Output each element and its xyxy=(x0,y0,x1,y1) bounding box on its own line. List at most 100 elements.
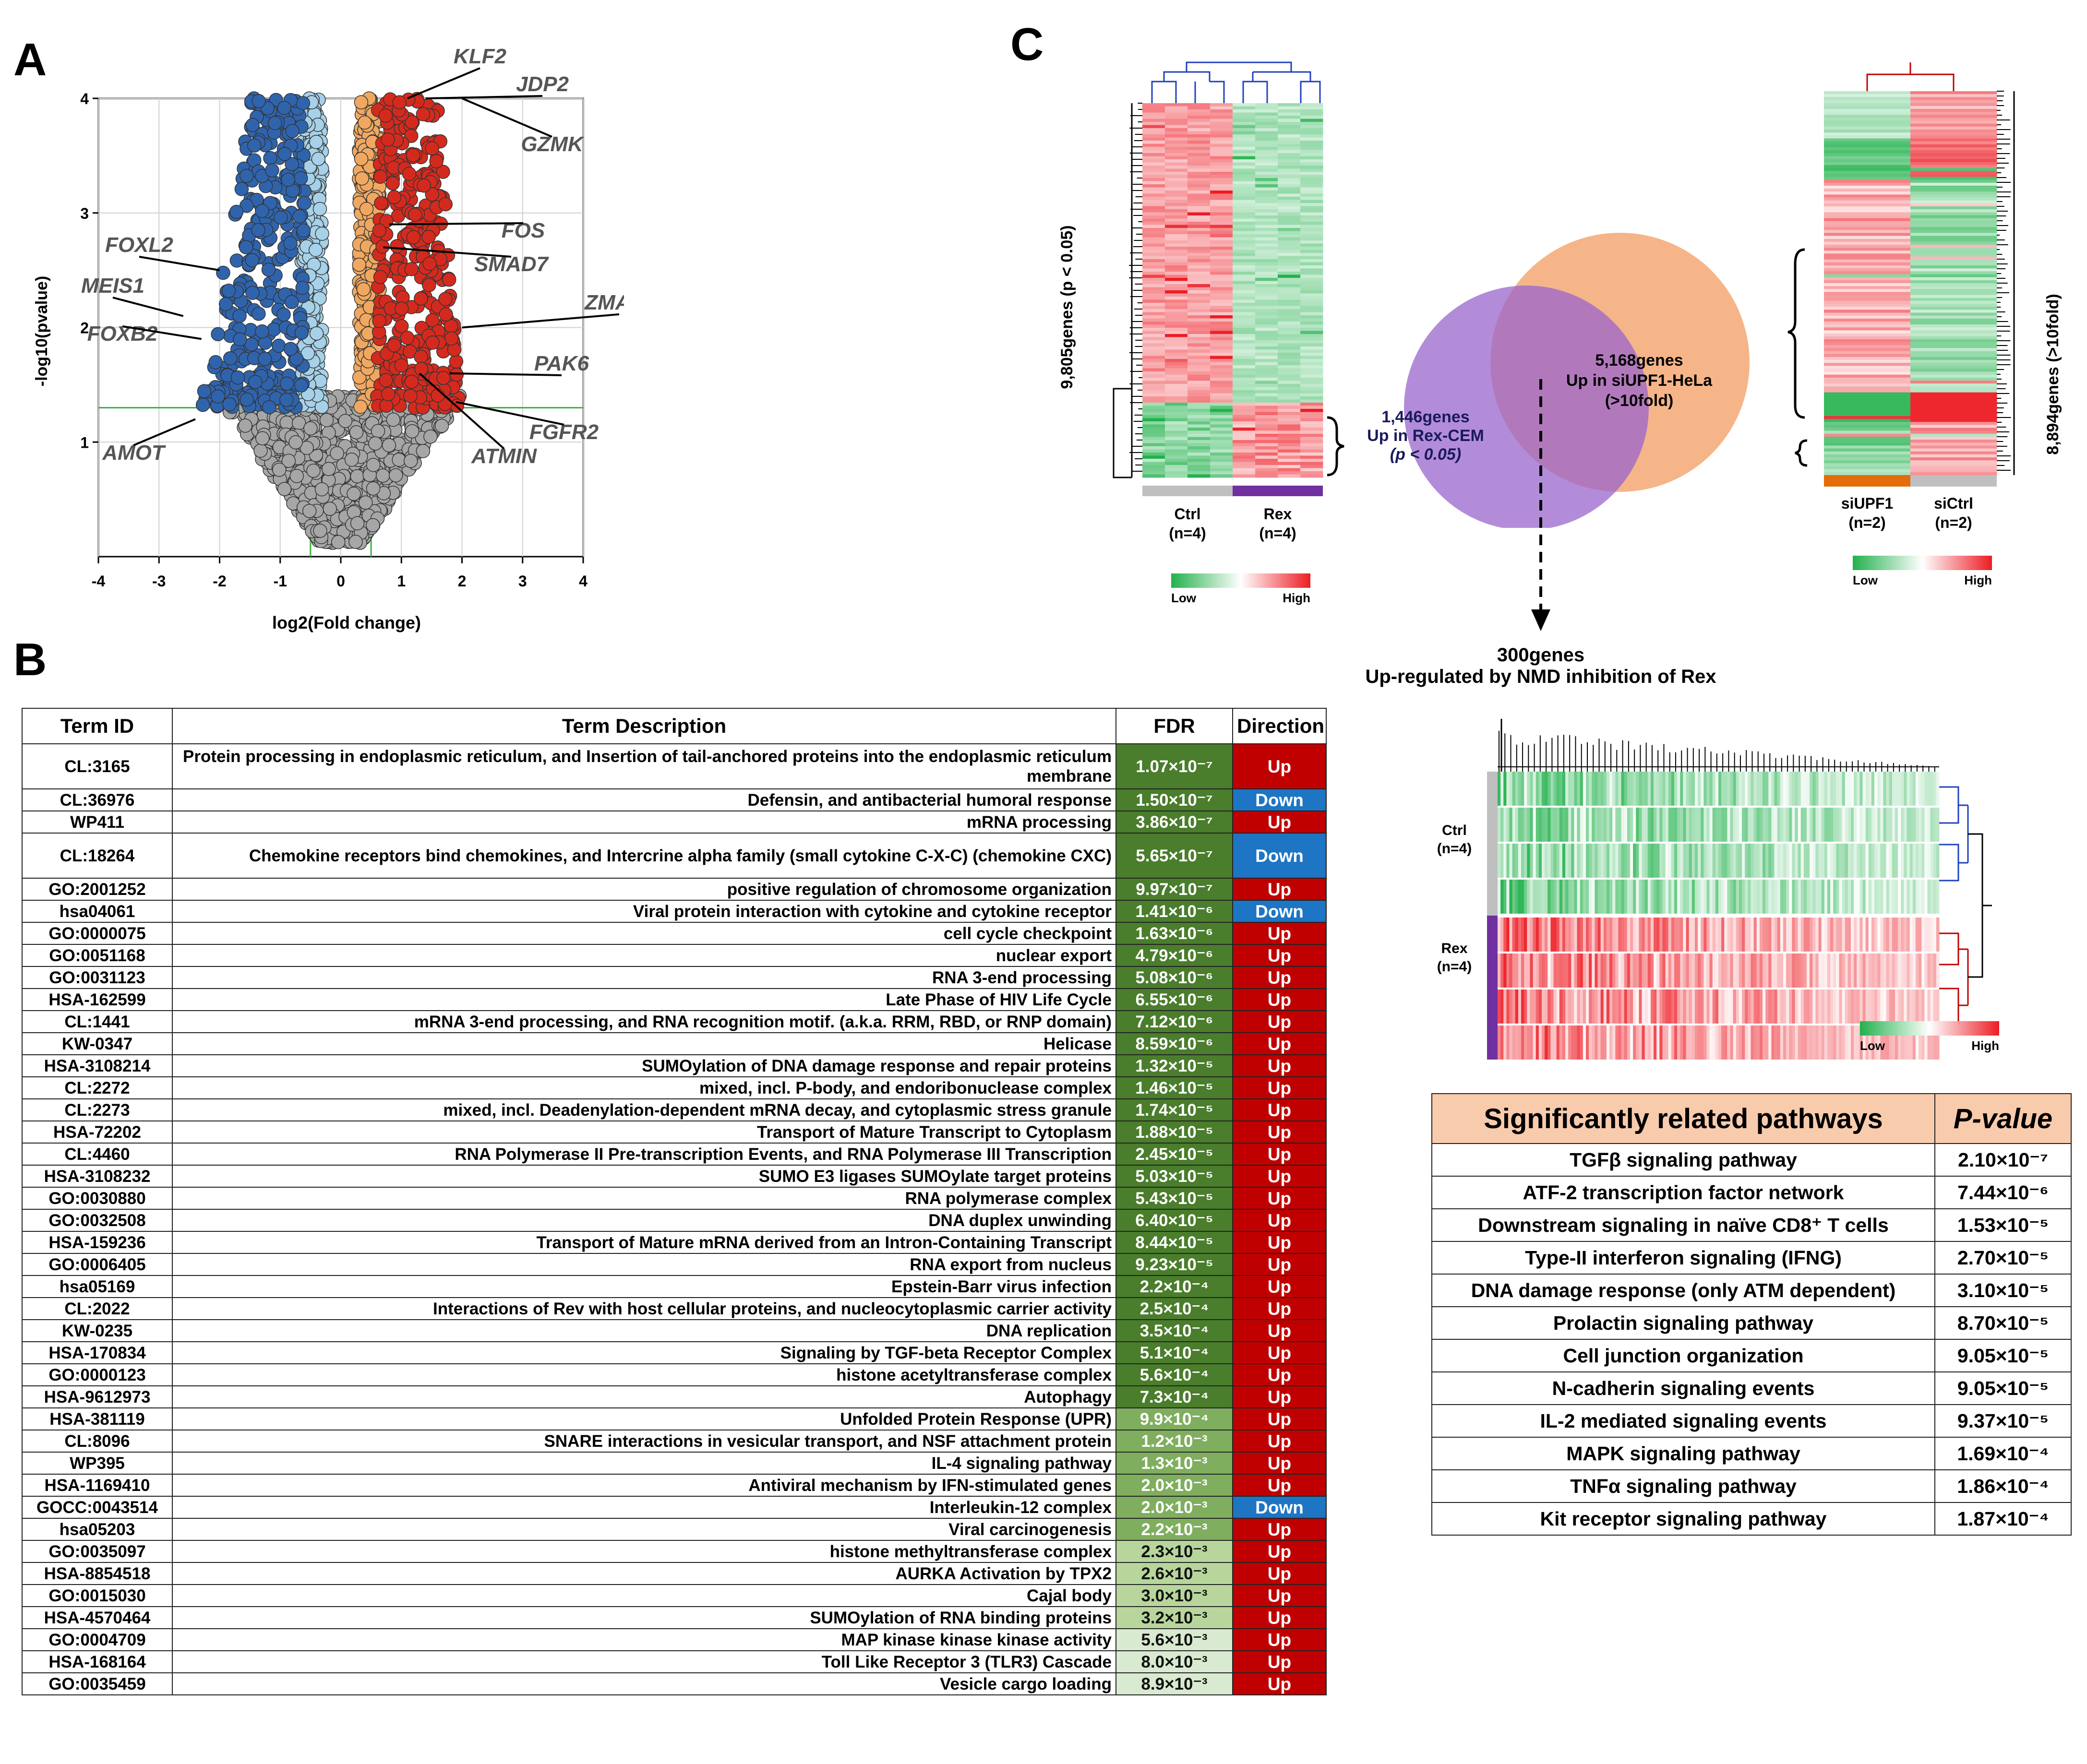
pathway-row: TNFα signaling pathway 1.86×10⁻⁴ xyxy=(1431,1469,2072,1503)
volcano-point xyxy=(422,278,436,293)
volcano-point xyxy=(311,152,326,166)
term-id-cell: WP411 xyxy=(22,810,173,834)
fdr-cell: 3.2×10⁻³ xyxy=(1115,1606,1233,1629)
heatmap-right-cells xyxy=(1824,91,1997,476)
fdr-cell: 3.5×10⁻⁴ xyxy=(1115,1319,1233,1342)
gene-label: MEIS1 xyxy=(81,274,144,298)
term-description-cell: SUMO E3 ligases SUMOylate target protein… xyxy=(172,1165,1116,1188)
direction-cell: Up xyxy=(1232,1165,1327,1188)
volcano-point xyxy=(253,443,268,458)
group-label-ctrl: Ctrl xyxy=(1174,505,1200,523)
volcano-point xyxy=(382,438,396,453)
fdr-cell: 1.41×10⁻⁶ xyxy=(1115,900,1233,923)
term-id-cell: CL:8096 xyxy=(22,1430,173,1453)
term-id-cell: HSA-381119 xyxy=(22,1407,173,1430)
term-id-cell: HSA-9612973 xyxy=(22,1385,173,1408)
direction-cell: Up xyxy=(1232,743,1327,789)
direction-cell: Up xyxy=(1232,1474,1327,1497)
volcano-point xyxy=(381,387,396,401)
table-row: HSA-159236 Transport of Mature mRNA deriv… xyxy=(22,1231,1327,1254)
volcano-x-label: log2(Fold change) xyxy=(272,613,421,632)
term-id-cell: GO:0015030 xyxy=(22,1584,173,1607)
gene-label: SMAD7 xyxy=(474,252,550,276)
pathway-pvalue-cell: 1.87×10⁻⁴ xyxy=(1934,1502,2072,1536)
direction-cell: Up xyxy=(1232,1584,1327,1607)
term-description-cell: Transport of Mature mRNA derived from an… xyxy=(172,1231,1116,1254)
term-id-cell: CL:36976 xyxy=(22,788,173,811)
term-id-cell: CL:4460 xyxy=(22,1143,173,1166)
pathway-table-header: Significantly related pathways P-value xyxy=(1431,1093,2072,1144)
volcano-point xyxy=(261,262,276,277)
volcano-point xyxy=(394,319,409,334)
color-legend-bottom xyxy=(1860,1021,1999,1036)
y-tick-label: 1 xyxy=(80,434,89,451)
volcano-point xyxy=(372,223,386,238)
term-id-cell: HSA-168164 xyxy=(22,1650,173,1673)
gene-label: JDP2 xyxy=(516,72,569,96)
volcano-point xyxy=(285,157,299,171)
volcano-point xyxy=(355,171,369,186)
group-bar-bottom-rex xyxy=(1487,916,1498,1060)
volcano-point xyxy=(309,134,324,149)
volcano-point xyxy=(222,397,237,412)
volcano-point xyxy=(422,256,437,271)
volcano-point xyxy=(218,297,233,311)
pathway-pvalue-cell: 1.53×10⁻⁵ xyxy=(1934,1208,2072,1242)
volcano-point xyxy=(406,230,421,245)
volcano-point xyxy=(421,229,436,244)
table-row: GO:0000075 cell cycle checkpoint 1.63×10⁻⁶… xyxy=(22,922,1327,945)
volcano-point xyxy=(288,435,303,450)
fdr-cell: 5.6×10⁻⁴ xyxy=(1115,1363,1233,1386)
fdr-cell: 2.45×10⁻⁵ xyxy=(1115,1143,1233,1166)
volcano-point xyxy=(354,95,369,109)
pathway-row: N-cadherin signaling events 9.05×10⁻⁵ xyxy=(1431,1371,2072,1405)
table-row: hsa05203 Viral carcinogenesis 2.2×10⁻³ Up xyxy=(22,1518,1327,1541)
venn-left-desc: Up in Rex-CEM xyxy=(1367,427,1484,445)
table-row: HSA-72202 Transport of Mature Transcript … xyxy=(22,1120,1327,1144)
volcano-point xyxy=(255,203,269,218)
pathway-name-cell: Type-II interferon signaling (IFNG) xyxy=(1431,1241,1935,1275)
legend-high-bottom: High xyxy=(1971,1038,1999,1053)
direction-cell: Up xyxy=(1232,1120,1327,1144)
table-row: GO:0031123 RNA 3-end processing 5.08×10⁻⁶ U… xyxy=(22,966,1327,989)
fdr-cell: 2.3×10⁻³ xyxy=(1115,1540,1233,1563)
term-id-cell: HSA-162599 xyxy=(22,988,173,1011)
pathway-name-cell: Kit receptor signaling pathway xyxy=(1431,1502,1935,1536)
table-row: WP395 IL-4 signaling pathway 1.3×10⁻³ Up xyxy=(22,1452,1327,1475)
term-id-cell: GO:0032508 xyxy=(22,1209,173,1232)
volcano-point xyxy=(366,518,380,533)
term-description-cell: histone methyltransferase complex xyxy=(172,1540,1116,1563)
volcano-point xyxy=(404,453,418,468)
pathway-row: DNA damage response (only ATM dependent)… xyxy=(1431,1274,2072,1307)
term-description-cell: Toll Like Receptor 3 (TLR3) Cascade xyxy=(172,1650,1116,1673)
panel-letter-a: A xyxy=(13,34,47,85)
volcano-point xyxy=(352,257,367,272)
direction-cell: Up xyxy=(1232,1518,1327,1541)
gene-label: FOXB2 xyxy=(87,322,158,346)
term-description-cell: Interleukin-12 complex xyxy=(172,1496,1116,1519)
term-id-cell: GO:0030880 xyxy=(22,1187,173,1210)
fdr-cell: 8.9×10⁻³ xyxy=(1115,1672,1233,1695)
volcano-point xyxy=(350,469,364,484)
pathway-table: Significantly related pathways P-value T… xyxy=(1431,1093,2072,1536)
volcano-point xyxy=(449,354,464,369)
pathway-name-cell: TNFα signaling pathway xyxy=(1431,1469,1935,1503)
table-row: GO:0032508 DNA duplex unwinding 6.40×10⁻⁵ U… xyxy=(22,1209,1327,1232)
fdr-cell: 2.0×10⁻³ xyxy=(1115,1474,1233,1497)
enrichment-table-header: Term ID Term Description FDR Direction xyxy=(22,708,1327,744)
volcano-point xyxy=(294,378,309,393)
term-id-cell: CL:2273 xyxy=(22,1098,173,1121)
bracket-right-upper xyxy=(1787,248,1805,419)
term-id-cell: HSA-3108214 xyxy=(22,1054,173,1077)
fdr-cell: 7.12×10⁻⁶ xyxy=(1115,1010,1233,1033)
volcano-point xyxy=(359,202,374,216)
volcano-point xyxy=(358,495,373,510)
volcano-point xyxy=(216,265,230,280)
volcano-point xyxy=(436,370,451,385)
gene-label: FGFR2 xyxy=(529,420,599,444)
term-id-cell: GO:0031123 xyxy=(22,966,173,989)
direction-cell: Up xyxy=(1232,1054,1327,1077)
volcano-point xyxy=(211,327,225,342)
volcano-point xyxy=(381,132,395,147)
table-row: CL:4460 RNA Polymerase II Pre-transcripti… xyxy=(22,1143,1327,1166)
